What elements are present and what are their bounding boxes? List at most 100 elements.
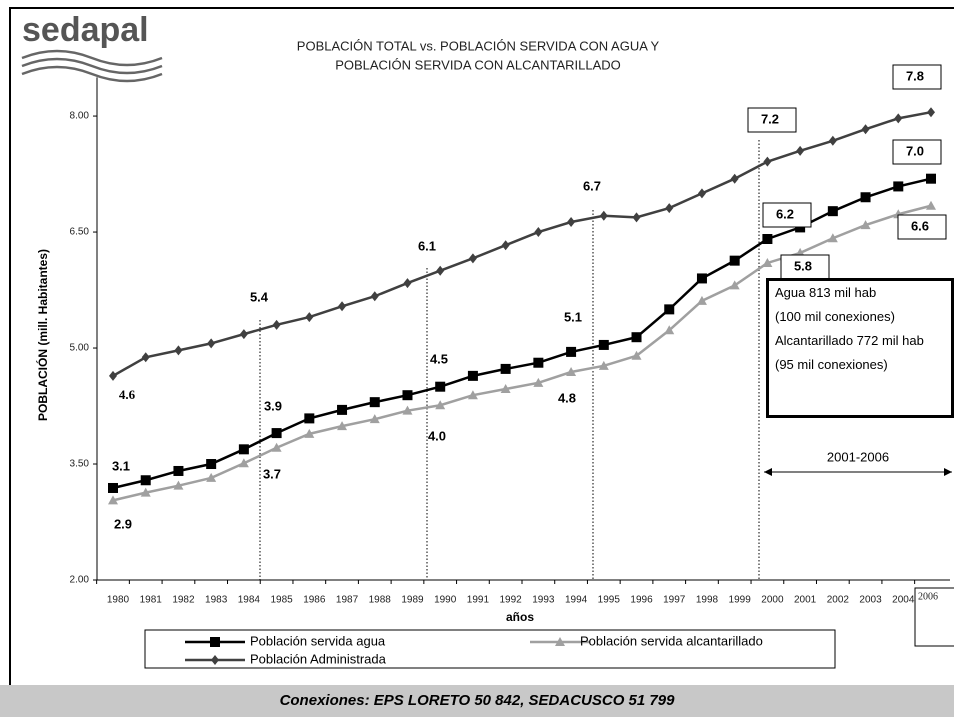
point xyxy=(141,352,150,363)
point xyxy=(304,413,315,424)
point xyxy=(337,404,348,415)
x-tick-label: 1992 xyxy=(500,595,523,606)
point xyxy=(665,203,674,214)
chart-title: POBLACIÓN TOTAL vs. POBLACIÓN SERVIDA CO… xyxy=(297,38,660,53)
point xyxy=(762,257,773,267)
info-text: Agua 813 mil hab xyxy=(775,285,877,300)
point xyxy=(730,173,739,184)
reference-lines xyxy=(259,140,760,580)
point xyxy=(566,367,577,377)
point xyxy=(893,181,904,192)
x-tick-label: 1991 xyxy=(467,595,490,606)
annotation: 7.0 xyxy=(906,143,924,158)
annotation: 4.6 xyxy=(119,387,136,402)
point xyxy=(435,400,446,410)
point xyxy=(305,312,314,323)
point xyxy=(533,357,544,368)
point xyxy=(664,325,675,335)
point xyxy=(206,472,217,482)
period-label: 2001-2006 xyxy=(827,449,889,464)
point xyxy=(174,345,183,356)
x-tick-label: 1996 xyxy=(630,595,653,606)
annotation: 4.5 xyxy=(430,351,448,366)
point xyxy=(598,360,609,370)
annotation: 3.7 xyxy=(263,466,281,481)
x-tick-label: 1983 xyxy=(205,595,228,606)
point xyxy=(567,216,576,227)
annotation: 5.1 xyxy=(564,309,582,324)
point xyxy=(926,200,936,210)
info-text: (100 mil conexiones) xyxy=(775,309,895,324)
point xyxy=(173,480,184,490)
point xyxy=(796,145,805,156)
annotation-box xyxy=(762,202,812,228)
info-text: (95 mil conexiones) xyxy=(775,357,888,372)
point xyxy=(926,173,936,184)
y-tick-label: 5.00 xyxy=(70,343,90,354)
point xyxy=(927,107,935,118)
point xyxy=(467,370,478,381)
point xyxy=(763,156,772,167)
x-tick-label: 1980 xyxy=(107,595,130,606)
annotation-box xyxy=(892,64,942,90)
annotation: 5.4 xyxy=(250,289,269,304)
y-tick-label: 3.50 xyxy=(70,459,90,470)
annotation: 6.2 xyxy=(776,206,794,221)
legend xyxy=(144,629,836,669)
point xyxy=(729,255,740,266)
x-tick-label: 1987 xyxy=(336,595,359,606)
point xyxy=(108,482,118,493)
point xyxy=(631,332,642,343)
annotation-box xyxy=(747,107,797,133)
point xyxy=(468,253,477,264)
annotation: 5.8 xyxy=(794,258,812,273)
point xyxy=(271,442,282,452)
annotation: 6.6 xyxy=(911,218,929,233)
point xyxy=(238,458,249,468)
x-tick-label: 1997 xyxy=(663,595,686,606)
point xyxy=(762,234,773,245)
point xyxy=(860,192,871,203)
point xyxy=(467,390,478,400)
x-tick-label: 1984 xyxy=(238,595,261,606)
chart: sedapal POBLACIÓN TOTAL vs. POBLACIÓN SE… xyxy=(9,7,954,689)
x-tick-label: 2002 xyxy=(827,595,850,606)
legend-label: Población servida agua xyxy=(250,633,386,648)
series-line xyxy=(112,177,932,490)
point xyxy=(598,339,609,350)
point xyxy=(861,124,870,135)
annotation: 3.1 xyxy=(112,458,130,473)
point xyxy=(828,135,837,146)
x-tick-label: 2004 xyxy=(892,595,915,606)
x-tick-label: 1989 xyxy=(401,595,424,606)
point xyxy=(369,397,380,408)
point xyxy=(108,495,118,505)
x-tick-label: 1982 xyxy=(172,595,195,606)
point xyxy=(632,212,641,223)
x-axis-label: años xyxy=(506,610,534,624)
annotation: 6.1 xyxy=(418,238,436,253)
point xyxy=(304,428,315,438)
x-tick-label: 1988 xyxy=(369,595,392,606)
y-tick-label: 2.00 xyxy=(70,575,90,586)
y-tick-label: 6.50 xyxy=(70,227,90,238)
point xyxy=(500,363,511,374)
point xyxy=(435,381,446,392)
point xyxy=(210,637,220,647)
annotation: 4.0 xyxy=(428,428,446,443)
point xyxy=(402,390,413,401)
annotation: 7.2 xyxy=(761,111,779,126)
point xyxy=(369,414,380,424)
point xyxy=(664,304,675,315)
point xyxy=(555,637,565,646)
x-tick-label: 2006 xyxy=(918,591,938,602)
point xyxy=(403,278,412,289)
point xyxy=(697,188,706,199)
annotation: 6.7 xyxy=(583,178,601,193)
x-tick-label: 1994 xyxy=(565,595,588,606)
point xyxy=(140,487,151,497)
x-tick-label: 1990 xyxy=(434,595,457,606)
point xyxy=(271,428,282,439)
point xyxy=(402,405,413,415)
